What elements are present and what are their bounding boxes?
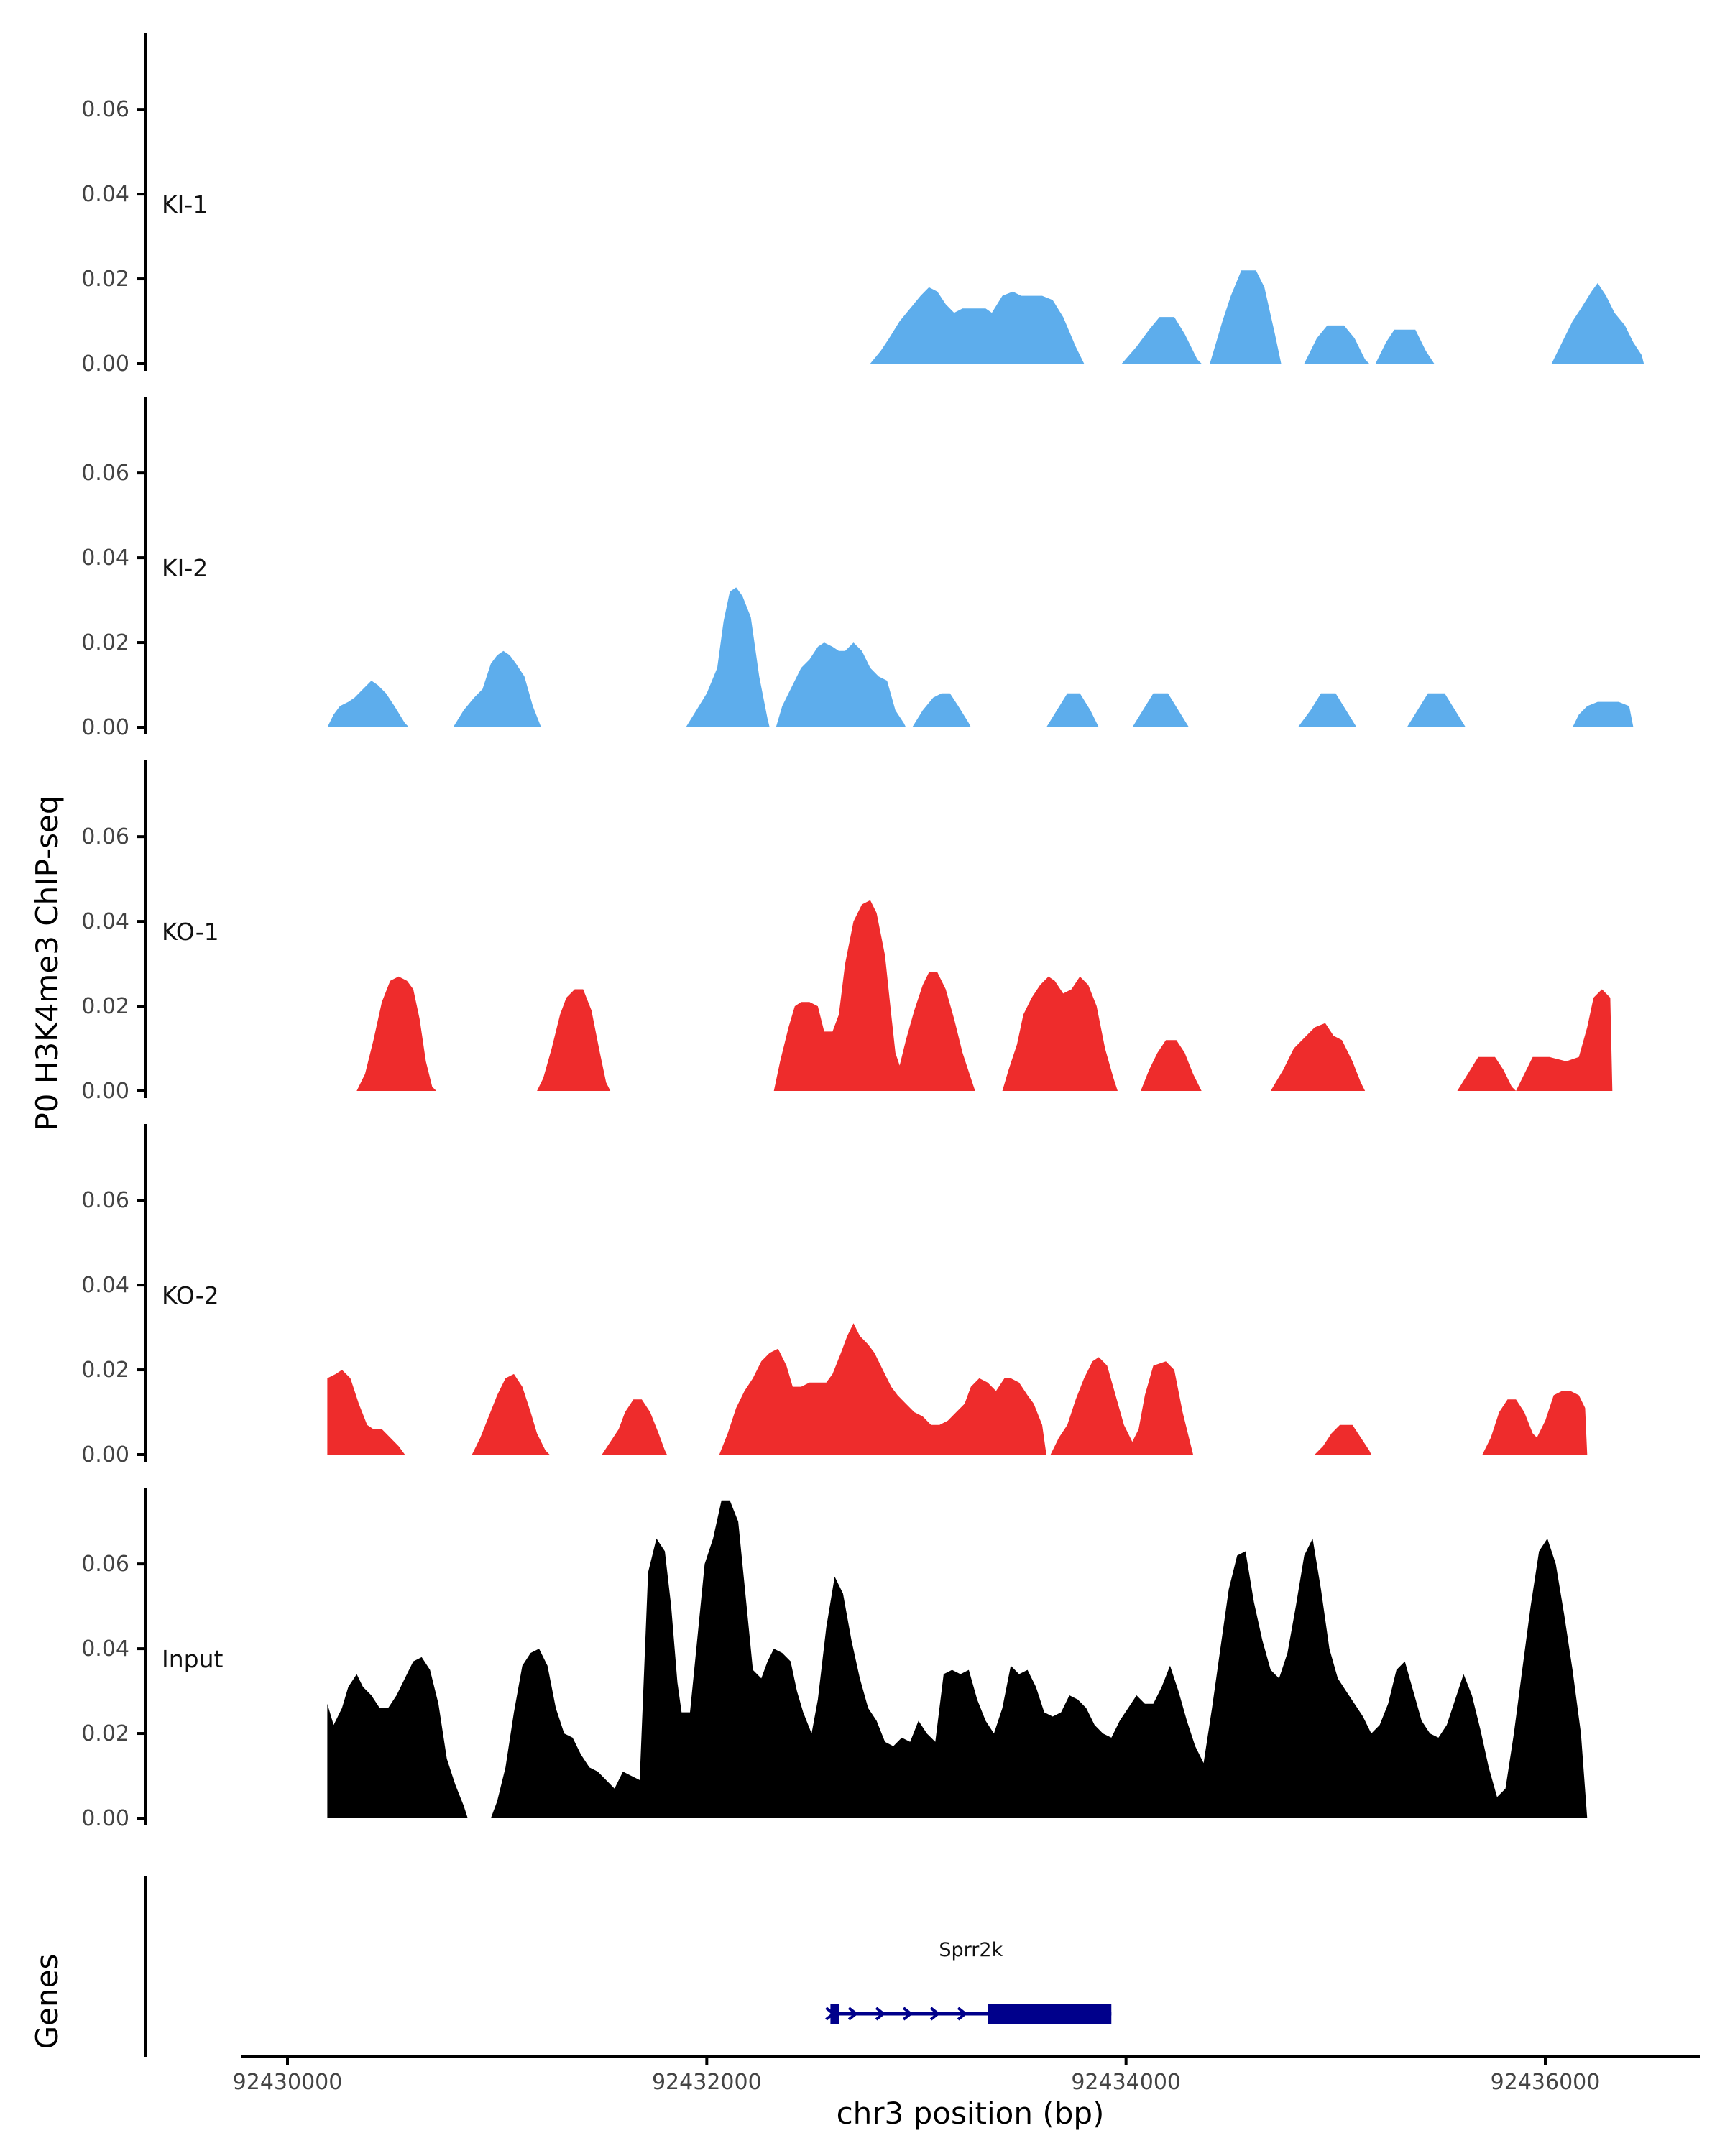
track-label: KO-2 xyxy=(162,1281,219,1309)
track-label: KO-1 xyxy=(162,918,219,946)
y-tick-label: 0.04 xyxy=(81,545,129,571)
y-tick-label: 0.00 xyxy=(81,1806,129,1831)
gene-exon-thick xyxy=(988,2004,1112,2024)
coverage-area xyxy=(870,270,1644,364)
strand-arrow xyxy=(957,2007,968,2021)
strand-arrow xyxy=(875,2007,886,2021)
y-tick-label: 0.02 xyxy=(81,1358,129,1383)
y-tick-label: 0.02 xyxy=(81,630,129,655)
x-axis-title: chr3 position (bp) xyxy=(837,2096,1105,2131)
y-tick-label: 0.02 xyxy=(81,1721,129,1746)
y-tick-label: 0.04 xyxy=(81,1636,129,1662)
y-tick-label: 0.02 xyxy=(81,267,129,292)
y-tick-label: 0.00 xyxy=(81,1079,129,1104)
y-tick-label: 0.06 xyxy=(81,97,129,122)
y-tick-label: 0.04 xyxy=(81,909,129,934)
y-tick-label: 0.00 xyxy=(81,1442,129,1468)
tracks-layer: 0.00 0.02 0.04 0.06 KI-1 0.00 0.02 0.04 0.06 KI-2… xyxy=(81,33,1644,1831)
coverage-area xyxy=(327,1500,1588,1818)
x-tick-label: 92430000 xyxy=(233,2070,343,2095)
track-label: KI-2 xyxy=(162,554,208,582)
y-tick-label: 0.06 xyxy=(81,1188,129,1213)
y-tick-label: 0.00 xyxy=(81,351,129,377)
track-label: Input xyxy=(162,1645,224,1673)
strand-arrow xyxy=(825,2007,836,2021)
track-input: 0.00 0.02 0.04 0.06 Input xyxy=(81,1488,1588,1831)
y-tick-label: 0.00 xyxy=(81,715,129,740)
track-label: KI-1 xyxy=(162,190,208,218)
y-axis-title: P0 H3K4me3 ChIP-seq xyxy=(29,795,65,1130)
strand-arrow xyxy=(929,2007,941,2021)
x-tick-label: 92432000 xyxy=(652,2070,762,2095)
gene-track: Sprr2k xyxy=(144,1876,1112,2057)
x-axis: 92430000 92432000 92434000 92436000 xyxy=(233,2055,1700,2095)
coverage-area xyxy=(356,900,1613,1091)
x-tick-label: 92436000 xyxy=(1491,2070,1601,2095)
track-ki-2: 0.00 0.02 0.04 0.06 KI-2 xyxy=(81,397,1634,740)
strand-arrow xyxy=(902,2007,914,2021)
y-tick-label: 0.06 xyxy=(81,461,129,486)
y-tick-label: 0.06 xyxy=(81,824,129,849)
genes-axis-title: Genes xyxy=(29,1954,65,2050)
y-tick-label: 0.06 xyxy=(81,1552,129,1577)
track-ki-1: 0.00 0.02 0.04 0.06 KI-1 xyxy=(81,33,1644,377)
coverage-area xyxy=(327,587,1634,727)
gene-name-label: Sprr2k xyxy=(939,1939,1003,1961)
strand-arrow xyxy=(847,2007,859,2021)
track-ko-2: 0.00 0.02 0.04 0.06 KO-2 xyxy=(81,1124,1588,1468)
y-tick-label: 0.04 xyxy=(81,182,129,207)
track-ko-1: 0.00 0.02 0.04 0.06 KO-1 xyxy=(81,760,1613,1104)
coverage-area xyxy=(327,1323,1588,1455)
y-tick-label: 0.04 xyxy=(81,1273,129,1298)
x-tick-label: 92434000 xyxy=(1071,2070,1181,2095)
y-tick-label: 0.02 xyxy=(81,994,129,1019)
